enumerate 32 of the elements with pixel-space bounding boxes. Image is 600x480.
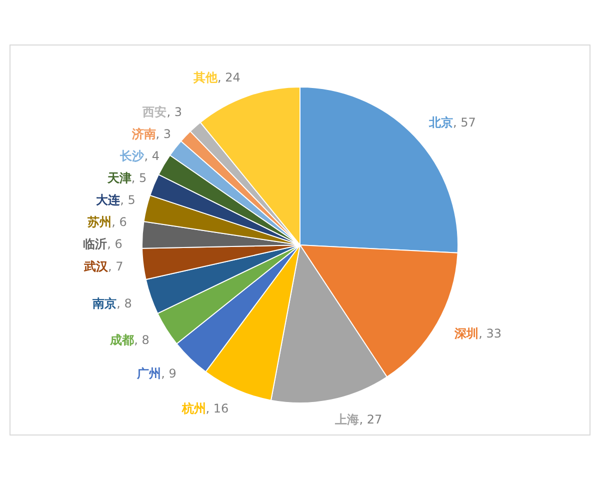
data-label: , 8 xyxy=(116,296,132,311)
slice-label: 其他 xyxy=(192,70,219,84)
data-label: , 16 xyxy=(206,401,229,416)
slice-label: 临沂 xyxy=(83,236,108,251)
slice-label: 南京 xyxy=(92,296,117,311)
data-label: , 24 xyxy=(218,70,240,84)
data-label: , 6 xyxy=(107,236,122,251)
slice-label: 成都 xyxy=(109,332,134,347)
slice-label: 上海 xyxy=(334,412,360,427)
data-label: , 33 xyxy=(478,326,502,340)
data-label: , 6 xyxy=(112,214,127,229)
data-label: , 8 xyxy=(134,332,150,347)
slice-label: 苏州 xyxy=(86,214,112,229)
slice-label: 长沙 xyxy=(119,148,146,163)
slice-label: 杭州 xyxy=(180,401,206,416)
slice-label: 深圳 xyxy=(454,326,479,340)
slice-label: 北京 xyxy=(428,116,453,130)
data-label: , 3 xyxy=(156,126,172,141)
data-label: , 9 xyxy=(161,366,176,380)
data-label: , 5 xyxy=(131,170,147,185)
data-label: , 27 xyxy=(359,412,382,427)
slice-label: 济南 xyxy=(130,126,156,141)
data-label: , 3 xyxy=(166,104,182,119)
data-label: , 5 xyxy=(120,192,136,207)
slice-label: 天津 xyxy=(106,170,132,185)
data-label: , 57 xyxy=(452,116,476,130)
data-label: , 4 xyxy=(144,148,160,163)
slice-label: 武汉 xyxy=(83,260,110,274)
slice-label: 大连 xyxy=(96,192,122,207)
slice-label: 广州 xyxy=(136,366,162,380)
data-label: , 7 xyxy=(108,260,124,274)
slice-label: 西安 xyxy=(142,104,167,119)
